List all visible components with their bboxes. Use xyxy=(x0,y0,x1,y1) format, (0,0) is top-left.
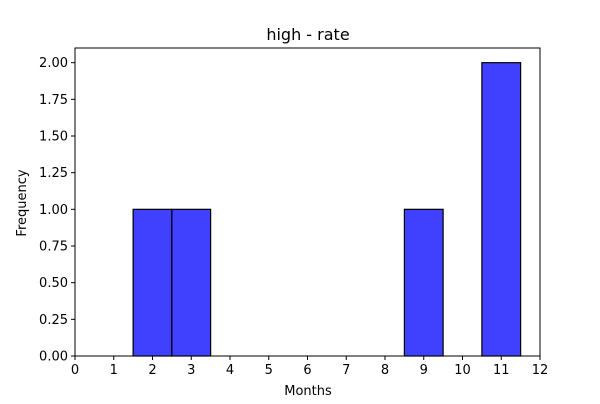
histogram-bar xyxy=(171,208,212,357)
x-tick-label: 10 xyxy=(454,363,471,378)
x-tick-label: 7 xyxy=(342,363,350,378)
y-tick-label: 1.50 xyxy=(39,130,68,145)
histogram-bar xyxy=(403,208,444,357)
histogram-bar xyxy=(132,208,173,357)
y-tick-label: 0.25 xyxy=(39,313,68,328)
y-tick-label: 0.50 xyxy=(39,276,68,291)
y-tick-label: 0.75 xyxy=(39,240,68,255)
chart-title: high - rate xyxy=(266,25,349,44)
x-tick-label: 0 xyxy=(71,363,79,378)
x-tick-label: 1 xyxy=(110,363,118,378)
x-tick-label: 3 xyxy=(187,363,195,378)
y-axis-label: Frequency xyxy=(15,169,30,236)
x-tick-label: 12 xyxy=(532,363,549,378)
bars-layer xyxy=(132,62,522,357)
y-tick-label: 1.25 xyxy=(39,166,68,181)
x-axis-label: Months xyxy=(284,384,332,399)
histogram-bar xyxy=(481,62,522,357)
y-tick-label: 1.00 xyxy=(39,203,68,218)
x-tick-label: 11 xyxy=(493,363,510,378)
x-tick-label: 5 xyxy=(265,363,273,378)
x-tick-label: 4 xyxy=(226,363,234,378)
y-tick-label: 0.00 xyxy=(39,350,68,365)
y-tick-label: 2.00 xyxy=(39,56,68,71)
x-tick-label: 9 xyxy=(420,363,428,378)
y-tick-label: 1.75 xyxy=(39,93,68,108)
x-tick-label: 8 xyxy=(381,363,389,378)
x-tick-label: 2 xyxy=(148,363,156,378)
axes-layer: 0 1 2 3 4 5 6 7 8 9 10 11 120.000.250.500.751.001.25… xyxy=(39,47,549,378)
x-tick-label: 6 xyxy=(303,363,311,378)
